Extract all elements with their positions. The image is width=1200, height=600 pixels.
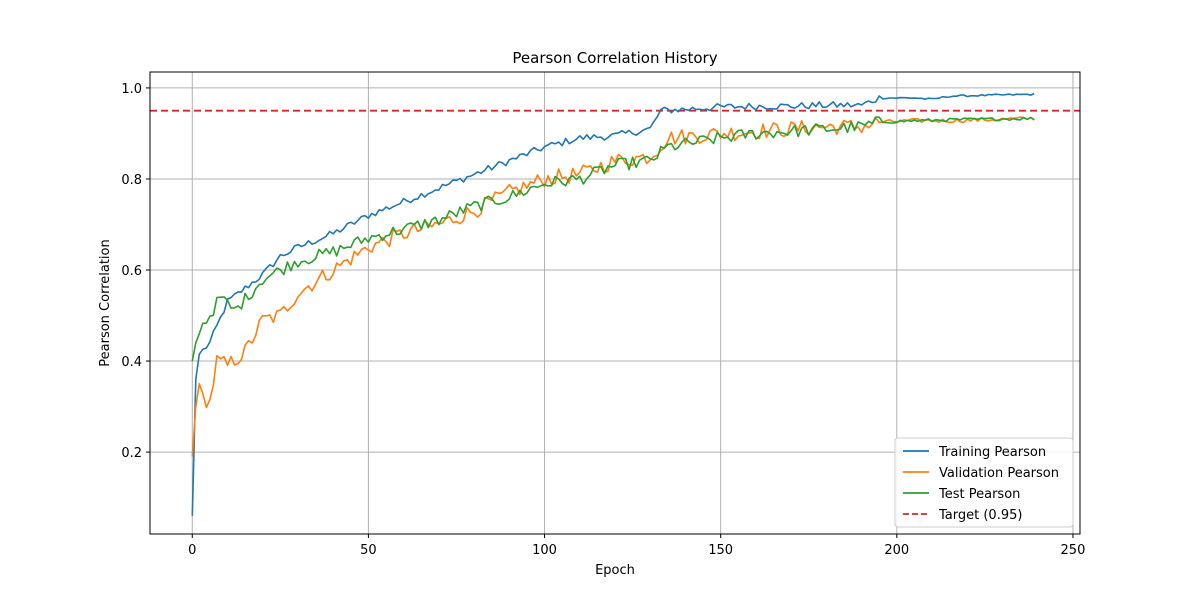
- y-tick-label: 1.0: [121, 82, 142, 97]
- x-tick-label: 150: [708, 543, 733, 558]
- y-tick-label: 0.8: [121, 173, 142, 188]
- x-ticks: 0 50 100 150 200 250: [188, 534, 1085, 558]
- y-tick-label: 0.2: [121, 446, 142, 461]
- y-axis-label: Pearson Correlation: [98, 239, 113, 366]
- y-tick-label: 0.6: [121, 264, 142, 279]
- series-line-1: [191, 92, 1035, 516]
- series-line-3: [191, 116, 1035, 362]
- series-layer: [191, 92, 1035, 516]
- x-tick-label: 0: [188, 543, 196, 558]
- y-tick-label: 0.4: [121, 355, 142, 370]
- series-line-2: [191, 116, 1035, 457]
- legend-box: [894, 437, 1074, 528]
- y-ticks: 0.2 0.4 0.6 0.8 1.0: [121, 82, 150, 461]
- chart-title: Pearson Correlation History: [512, 49, 717, 67]
- legend: Training Pearson Validation Pearson Test P…: [894, 437, 1074, 528]
- legend-label: Target (0.95): [938, 508, 1022, 523]
- x-tick-label: 100: [532, 543, 557, 558]
- x-tick-label: 250: [1061, 543, 1086, 558]
- legend-label: Validation Pearson: [939, 466, 1059, 481]
- legend-label: Test Pearson: [938, 487, 1020, 502]
- plot-frame: [149, 71, 1081, 535]
- x-tick-label: 50: [360, 543, 377, 558]
- legend-label: Training Pearson: [938, 445, 1046, 460]
- x-tick-label: 200: [884, 543, 909, 558]
- x-axis-label: Epoch: [595, 563, 635, 578]
